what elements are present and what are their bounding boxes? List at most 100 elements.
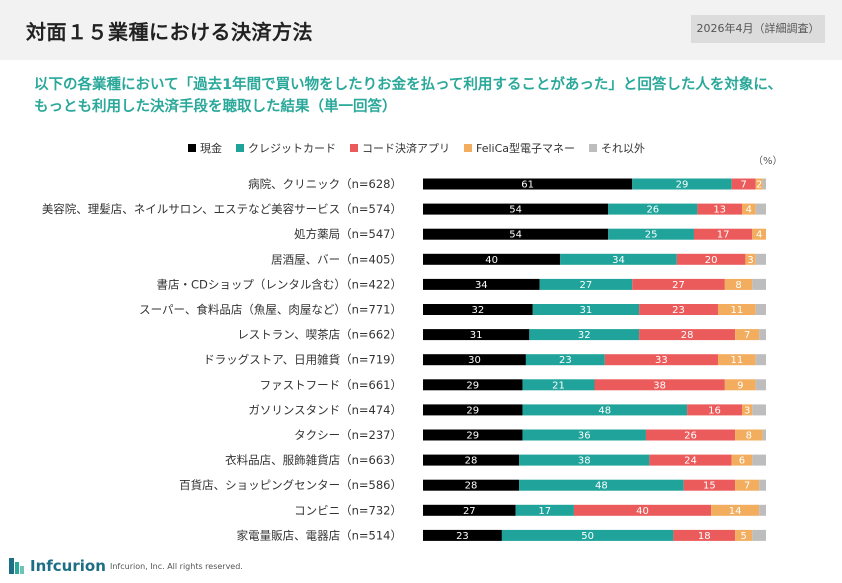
bar-segment-12-2 <box>683 479 736 491</box>
chart-legend: 現金 クレジットカード コード決済アプリ FeliCa型電子マネー それ以外 <box>188 139 645 157</box>
bar-segment-13-1 <box>515 504 574 516</box>
category-label-12: 百貨店、ショッピングセンター（n=586） <box>179 478 402 492</box>
bar-segment-11-4 <box>752 454 766 466</box>
category-label-0: 病院、クリニック（n=628） <box>248 177 402 191</box>
bar-segment-12-1 <box>519 479 684 491</box>
footer-logo: Infcurion <box>8 556 106 576</box>
data-label-12-0: 28 <box>465 481 478 492</box>
data-label-4-2: 27 <box>672 280 685 291</box>
data-label-14-3: 5 <box>741 531 747 542</box>
data-label-4-1: 27 <box>580 280 593 291</box>
data-label-12-3: 7 <box>744 481 750 492</box>
bar-segment-14-4 <box>752 529 766 541</box>
bar-segment-13-4 <box>759 504 766 516</box>
data-label-0-1: 29 <box>676 180 689 191</box>
data-label-5-0: 32 <box>472 305 485 316</box>
data-label-4-0: 34 <box>475 280 488 291</box>
data-label-1-3: 4 <box>746 205 752 216</box>
bar-segment-13-3 <box>711 504 760 516</box>
data-label-3-3: 3 <box>747 255 753 266</box>
bar-segment-14-0 <box>423 529 502 541</box>
bar-segment-4-4 <box>752 278 766 290</box>
category-label-14: 家電量販店、電器店（n=514） <box>237 528 402 542</box>
legend-item-2: コード決済アプリ <box>350 140 450 156</box>
bar-segment-8-2 <box>594 379 725 391</box>
bar-segment-1-1 <box>608 203 698 215</box>
bar-segment-9-1 <box>522 404 688 416</box>
bar-segment-11-3 <box>731 454 753 466</box>
bar-segment-2-3 <box>752 228 766 240</box>
bar-segment-0-1 <box>632 178 732 190</box>
copyright-text: Infcurion, Inc. All rights reserved. <box>110 562 243 571</box>
bar-segment-10-4 <box>762 429 766 441</box>
bar-segment-7-3 <box>717 354 756 366</box>
data-label-13-2: 40 <box>636 506 649 517</box>
infcurion-logo-icon <box>9 558 24 574</box>
category-label-3: 居酒屋、バー（n=405） <box>271 252 402 266</box>
bar-segment-4-3 <box>724 278 753 290</box>
legend-swatch-2 <box>350 144 358 152</box>
legend-label-2: コード決済アプリ <box>362 142 450 155</box>
data-label-6-0: 31 <box>470 330 483 341</box>
stacked-bar-chart: 病院、クリニック（n=628） 61 29 7 2美容院、理髪店、ネイルサロン、エステな… <box>42 177 766 542</box>
bar-segment-9-2 <box>687 404 742 416</box>
data-label-6-1: 32 <box>578 330 591 341</box>
legend-item-0: 現金 <box>188 140 222 156</box>
bar-segment-5-3 <box>717 304 756 315</box>
bar-segment-0-0 <box>423 178 633 190</box>
bar-segment-8-3 <box>724 379 756 391</box>
category-label-8: ファストフード（n=661） <box>260 378 402 392</box>
data-label-10-1: 36 <box>578 431 591 442</box>
data-label-13-0: 27 <box>463 506 476 517</box>
legend-item-3: FeliCa型電子マネー <box>464 140 575 156</box>
header-bar: 対面１５業種における決済方法 2026年4月（詳細調査） <box>0 0 842 60</box>
data-label-11-1: 38 <box>578 456 591 467</box>
bar-segment-1-4 <box>755 203 766 215</box>
data-label-2-2: 17 <box>717 230 730 241</box>
bar-segment-2-2 <box>693 228 753 240</box>
category-label-9: ガソリンスタンド（n=474） <box>248 403 402 417</box>
bar-segment-0-2 <box>731 178 756 190</box>
bar-segment-5-4 <box>755 304 766 315</box>
bar-segment-8-0 <box>423 379 523 391</box>
bar-segment-1-2 <box>697 203 742 215</box>
legend-label-1: クレジットカード <box>248 142 336 155</box>
bar-segment-10-0 <box>423 429 523 441</box>
data-label-9-3: 3 <box>744 405 750 416</box>
data-label-9-1: 48 <box>598 405 611 416</box>
data-label-11-3: 6 <box>739 456 745 467</box>
data-label-14-1: 50 <box>581 531 594 542</box>
legend-item-4: それ以外 <box>589 140 645 156</box>
data-label-7-3: 11 <box>730 355 743 366</box>
chart-subtitle: 以下の各業種において「過去1年間で買い物をしたりお金を払って利用することがあった… <box>34 74 824 118</box>
bar-segment-6-3 <box>735 329 760 341</box>
data-label-8-0: 29 <box>466 380 479 391</box>
bar-segment-9-3 <box>741 404 753 416</box>
bar-segment-11-0 <box>423 454 520 466</box>
bar-segment-8-4 <box>755 379 766 391</box>
legend-swatch-4 <box>589 144 598 152</box>
data-label-8-3: 9 <box>737 380 743 391</box>
data-label-6-3: 7 <box>744 330 750 341</box>
data-label-1-0: 54 <box>509 205 522 216</box>
unit-label: （%） <box>753 156 783 167</box>
legend-label-4: それ以外 <box>601 142 646 155</box>
data-label-14-2: 18 <box>698 531 711 542</box>
data-label-12-2: 15 <box>703 481 716 492</box>
bar-segment-13-0 <box>423 504 516 516</box>
data-label-7-2: 33 <box>655 355 668 366</box>
bar-segment-10-1 <box>522 429 646 441</box>
category-label-7: ドラッグストア、日用雑貨（n=719） <box>203 353 402 367</box>
bar-segment-11-1 <box>519 454 650 466</box>
bar-segment-6-4 <box>759 329 766 341</box>
bar-segment-0-4 <box>762 178 766 190</box>
subtitle-line-1: 以下の各業種において「過去1年間で買い物をしたりお金を払って利用することがあった… <box>34 77 782 93</box>
bar-segment-7-4 <box>755 354 766 366</box>
bar-segment-3-1 <box>560 253 677 265</box>
category-label-11: 衣料品店、服飾雑貨店（n=663） <box>225 453 402 467</box>
bar-segment-12-3 <box>735 479 760 491</box>
data-label-7-0: 30 <box>468 355 481 366</box>
category-label-6: レストラン、喫茶店（n=662） <box>237 328 402 342</box>
bar-segment-13-2 <box>573 504 712 516</box>
bar-segment-3-3 <box>745 253 756 265</box>
